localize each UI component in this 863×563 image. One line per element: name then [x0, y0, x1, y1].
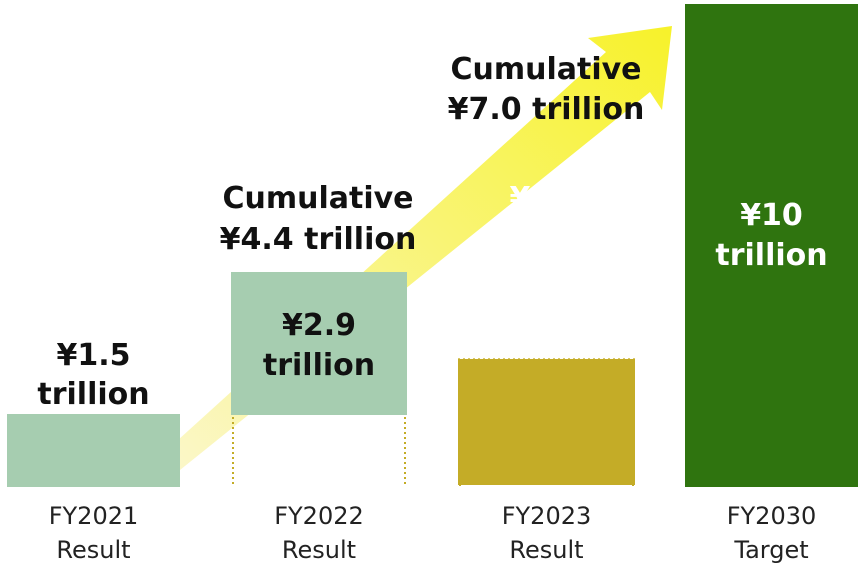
category-label: FY2022 [274, 502, 364, 530]
value-label: trillion [37, 377, 149, 412]
bar-3 [685, 4, 858, 487]
category-label: Target [733, 536, 808, 563]
category-label: Result [509, 536, 583, 563]
cumulative-annotation: ¥7.0 trillion [448, 92, 645, 127]
category-label: FY2021 [49, 502, 139, 530]
cumulative-annotation: Cumulative [450, 52, 641, 87]
value-label: ¥1.5 [56, 338, 130, 373]
category-label: Result [56, 536, 130, 563]
value-label: trillion [263, 348, 375, 383]
value-label: ¥2.6 [509, 181, 583, 216]
cumulative-annotation: Cumulative [222, 181, 413, 216]
value-label: ¥10 [740, 198, 803, 233]
category-label: Result [282, 536, 356, 563]
category-label: FY2030 [727, 502, 817, 530]
value-label: ¥2.9 [282, 308, 356, 343]
bar-0 [7, 414, 180, 487]
bar-1 [231, 272, 407, 415]
value-label: trillion [715, 238, 827, 273]
value-label: trillion [490, 222, 602, 257]
bar-2 [458, 359, 635, 485]
cumulative-annotation: ¥4.4 trillion [220, 222, 417, 257]
category-label: FY2023 [502, 502, 592, 530]
